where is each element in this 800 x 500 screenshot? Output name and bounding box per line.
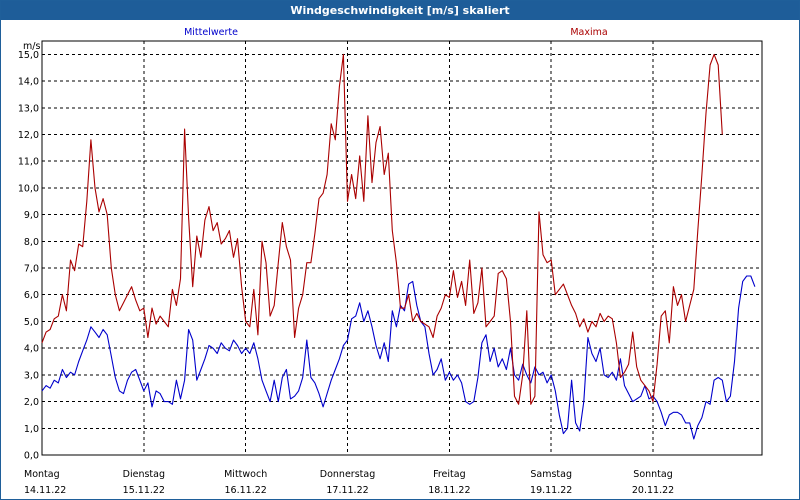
y-tick-label: 6,0 [24, 290, 39, 301]
y-tick-label: 10,0 [18, 183, 39, 194]
y-tick-label: 5,0 [24, 317, 39, 328]
plot-area [41, 40, 763, 456]
y-axis-ticks: 0,0 1,0 2,0 3,0 4,0 5,0 6,0 7,0 8,0 9,0 10,0 11,0 12… [18, 50, 39, 462]
legend-maxima: Maxima [570, 27, 607, 38]
y-tick-label: 11,0 [18, 157, 39, 168]
x-tick-date: 19.11.22 [530, 485, 572, 496]
x-tick-date: 17.11.22 [326, 485, 368, 496]
x-tick-day: Freitag [433, 469, 466, 480]
y-tick-label: 13,0 [18, 103, 39, 114]
y-tick-label: 7,0 [24, 264, 39, 275]
y-tick-label: 4,0 [24, 344, 39, 355]
x-axis-ticks: Montag 14.11.22 Dienstag 15.11.22 Mittwoch 16… [24, 469, 674, 496]
y-axis-label: m/s [23, 41, 40, 52]
x-tick-day: Donnerstag [320, 469, 375, 480]
series-line-mittelwerte [41, 275, 756, 440]
x-tick-date: 15.11.22 [123, 485, 165, 496]
series-line-maxima [41, 53, 723, 405]
y-tick-label: 0,0 [24, 451, 39, 462]
legend-mittelwerte: Mittelwerte [184, 27, 238, 38]
x-tick-day: Montag [24, 469, 60, 480]
x-tick-date: 14.11.22 [24, 485, 66, 496]
x-tick-date: 20.11.22 [632, 485, 674, 496]
series-lines [41, 53, 756, 440]
y-tick-label: 14,0 [18, 77, 39, 88]
x-tick-date: 16.11.22 [225, 485, 267, 496]
y-tick-label: 12,0 [18, 130, 39, 141]
x-tick-day: Sonntag [633, 469, 672, 480]
y-tick-label: 8,0 [24, 237, 39, 248]
x-tick-day: Dienstag [123, 469, 165, 480]
x-tick-day: Samstag [530, 469, 572, 480]
x-tick-day: Mittwoch [224, 469, 267, 480]
window-title: Windgeschwindigkeit [m/s] skaliert [1, 1, 799, 20]
x-tick-date: 18.11.22 [428, 485, 470, 496]
y-tick-label: 1,0 [24, 424, 39, 435]
y-tick-label: 15,0 [18, 50, 39, 61]
grid-lines [42, 41, 762, 456]
y-tick-label: 2,0 [24, 397, 39, 408]
y-tick-label: 9,0 [24, 210, 39, 221]
y-tick-label: 3,0 [24, 370, 39, 381]
